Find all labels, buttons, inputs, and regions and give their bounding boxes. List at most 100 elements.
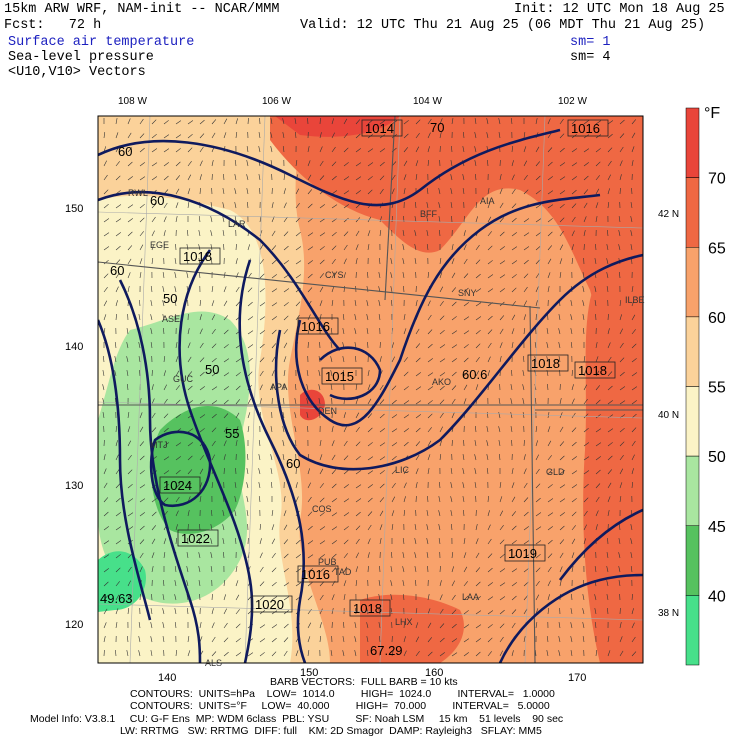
- wind-vector: [390, 594, 393, 601]
- wind-vector: [535, 622, 538, 629]
- wind-vector: [558, 314, 561, 321]
- wind-vector: [163, 442, 170, 447]
- wind-vector: [583, 148, 590, 153]
- wind-vector: [175, 649, 177, 657]
- wind-vector: [367, 341, 369, 349]
- wind-vector: [367, 398, 372, 405]
- wind-vector: [366, 636, 369, 643]
- wind-vector: [631, 651, 637, 657]
- temperature-label: 70: [430, 120, 444, 135]
- wind-vector: [559, 512, 565, 517]
- wind-vector: [331, 272, 336, 279]
- wind-vector: [126, 328, 129, 335]
- wind-vector: [151, 498, 157, 503]
- station-label: APA: [270, 382, 287, 392]
- wind-vector: [115, 454, 119, 461]
- station-label: COS: [312, 504, 332, 514]
- wind-vector: [535, 553, 541, 559]
- wind-vector: [523, 132, 526, 139]
- wind-vector: [427, 637, 433, 643]
- wind-vector: [619, 482, 623, 489]
- wind-vector: [331, 594, 335, 601]
- wind-vector: [571, 244, 574, 251]
- wind-vector: [103, 355, 105, 363]
- wind-vector: [355, 607, 357, 615]
- wind-vector: [511, 314, 516, 321]
- wind-vector: [427, 358, 433, 363]
- wind-vector: [343, 217, 349, 223]
- wind-vector: [331, 231, 337, 237]
- wind-vector: [438, 188, 441, 195]
- wind-vector: [223, 622, 228, 629]
- wind-vector: [619, 146, 624, 153]
- wind-vector: [583, 427, 589, 433]
- wind-vector: [534, 342, 537, 349]
- wind-vector: [127, 118, 131, 125]
- wind-vector: [139, 147, 145, 153]
- wind-vector: [115, 468, 120, 475]
- wind-vector: [523, 454, 526, 461]
- field-pressure: Sea-level pressure: [8, 50, 154, 65]
- wind-vector: [439, 358, 446, 363]
- wind-vector: [235, 131, 238, 139]
- wind-vector: [451, 580, 455, 587]
- pressure-label: 1018: [531, 356, 560, 371]
- wind-vector: [523, 175, 528, 181]
- wind-vector: [523, 482, 528, 489]
- wind-vector: [426, 244, 429, 251]
- station-label: LAA: [462, 592, 479, 602]
- wind-vector: [523, 189, 529, 195]
- longitude-label: 102 W: [558, 96, 587, 107]
- wind-vector: [595, 496, 600, 503]
- wind-vector: [282, 132, 285, 139]
- wind-vector: [127, 176, 133, 181]
- wind-vector: [595, 414, 601, 419]
- wind-vector: [211, 257, 213, 265]
- wind-vector: [355, 498, 362, 503]
- station-label: AIA: [480, 196, 495, 206]
- wind-vector: [535, 190, 541, 195]
- wind-vector: [247, 398, 252, 405]
- wind-vector: [391, 442, 398, 447]
- wind-vector: [547, 176, 553, 181]
- wind-vector: [595, 385, 601, 391]
- wind-vector: [187, 174, 192, 181]
- wind-vector: [295, 274, 302, 279]
- wind-vector: [163, 202, 168, 209]
- wind-vector: [127, 412, 130, 419]
- station-label: SNY: [458, 288, 477, 298]
- wind-vector: [463, 624, 470, 629]
- wind-vector: [619, 357, 625, 363]
- wind-vector: [403, 386, 409, 391]
- wind-vector: [570, 300, 573, 307]
- wind-vector: [247, 244, 250, 251]
- wind-vector: [139, 203, 145, 209]
- wind-vector: [223, 173, 225, 181]
- wind-vector: [294, 118, 297, 125]
- wind-vector: [343, 526, 349, 531]
- wind-vector: [103, 636, 106, 643]
- smoothing-1: sm= 1: [570, 35, 611, 50]
- wind-vector: [523, 300, 527, 307]
- wind-vector: [439, 440, 442, 447]
- wind-vector: [343, 440, 348, 447]
- wind-vector: [283, 356, 287, 363]
- wind-vector: [127, 258, 132, 265]
- pressure-label: 1019: [508, 546, 537, 561]
- wind-vector: [415, 441, 421, 447]
- wind-vector: [115, 272, 120, 279]
- wind-vector: [151, 552, 155, 559]
- wind-vector: [139, 498, 146, 503]
- station-label: LHX: [395, 617, 413, 627]
- wind-vector: [487, 524, 491, 531]
- wind-vector: [535, 175, 541, 181]
- wind-vector: [271, 329, 277, 335]
- wind-vector: [247, 412, 251, 419]
- wind-vector: [630, 244, 633, 251]
- temperature-label: 60: [110, 263, 124, 278]
- wind-vector: [439, 594, 443, 601]
- wind-vector: [271, 581, 277, 587]
- wind-vector: [294, 440, 297, 447]
- wind-vector: [199, 455, 204, 461]
- wind-vector: [127, 272, 131, 279]
